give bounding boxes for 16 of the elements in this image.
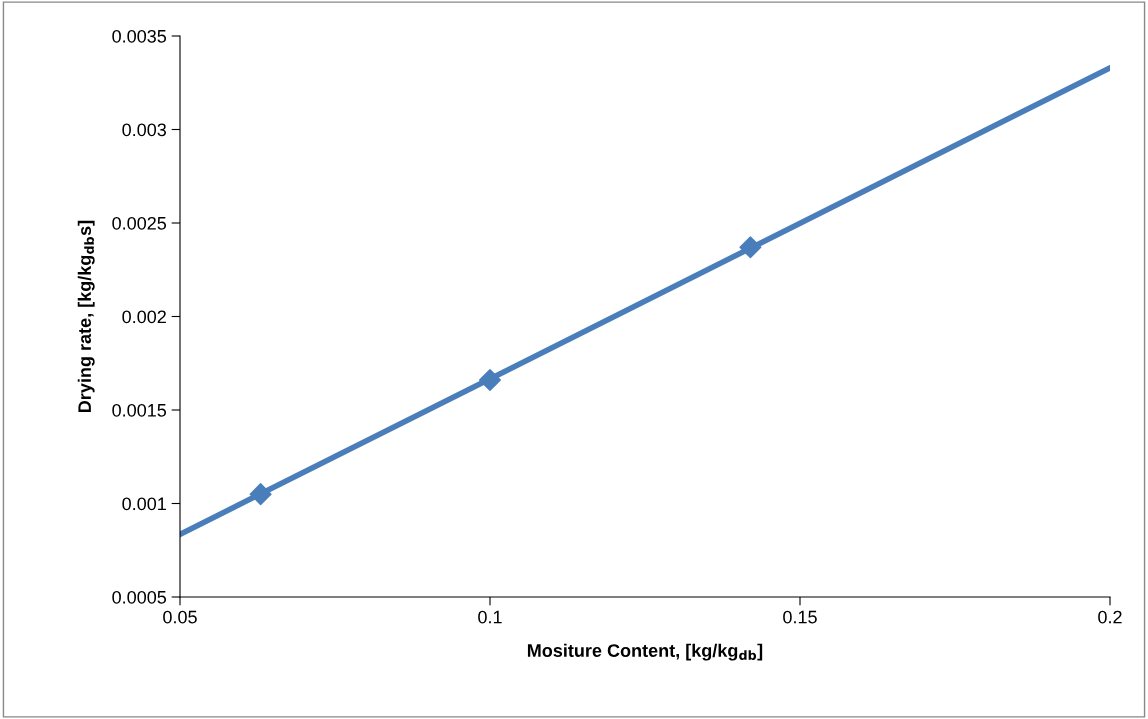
y-tick-label: 0.0035	[112, 29, 167, 43]
x-axis-title: Mositure Content, [kg/kg$_{db}$]	[527, 643, 763, 661]
point	[739, 236, 762, 259]
point	[479, 369, 501, 392]
y-axis-title: Drying rate, [kg/kg$_{db}$s]	[77, 220, 95, 412]
x-tick-label: 0.1	[478, 610, 502, 624]
y-tick-label: 0.003	[122, 123, 167, 137]
y-tick-label: 0.002	[122, 310, 166, 324]
y-tick-label: 0.0005	[112, 590, 167, 604]
x-tick-label: 0.05	[163, 610, 197, 624]
x-tick-label: 0.2	[1098, 610, 1122, 624]
y-tick-label: 0.0015	[112, 403, 167, 417]
x-tick-label: 0.15	[783, 610, 817, 624]
y-tick-label: 0.001	[122, 497, 166, 511]
y-tick-label: 0.0025	[112, 216, 167, 230]
point	[249, 483, 272, 506]
